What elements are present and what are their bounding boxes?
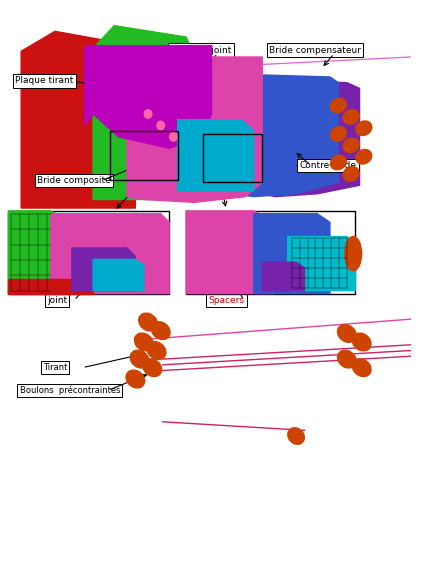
Ellipse shape bbox=[330, 127, 346, 141]
Ellipse shape bbox=[352, 333, 371, 351]
Ellipse shape bbox=[288, 428, 305, 444]
Ellipse shape bbox=[330, 98, 346, 113]
Ellipse shape bbox=[151, 321, 170, 340]
Text: Bride composite: Bride composite bbox=[37, 176, 111, 185]
Polygon shape bbox=[93, 26, 199, 200]
Ellipse shape bbox=[338, 350, 356, 368]
Ellipse shape bbox=[352, 359, 371, 377]
Polygon shape bbox=[51, 214, 169, 294]
Ellipse shape bbox=[135, 333, 153, 351]
Ellipse shape bbox=[356, 121, 372, 136]
Text: Vanne + joint: Vanne + joint bbox=[170, 46, 232, 55]
Polygon shape bbox=[72, 248, 135, 291]
Ellipse shape bbox=[345, 237, 362, 271]
Polygon shape bbox=[233, 74, 338, 197]
Ellipse shape bbox=[144, 109, 152, 118]
FancyBboxPatch shape bbox=[8, 211, 169, 294]
Text: Tirant: Tirant bbox=[43, 363, 67, 372]
Ellipse shape bbox=[338, 324, 356, 343]
Polygon shape bbox=[8, 279, 93, 294]
Ellipse shape bbox=[126, 370, 145, 388]
Ellipse shape bbox=[157, 121, 165, 129]
Ellipse shape bbox=[170, 133, 177, 141]
Polygon shape bbox=[21, 31, 135, 208]
Ellipse shape bbox=[139, 313, 157, 331]
Text: Boulons  précontraintes: Boulons précontraintes bbox=[19, 386, 120, 395]
Polygon shape bbox=[262, 80, 360, 197]
Ellipse shape bbox=[343, 109, 359, 124]
Text: Plaque tirant: Plaque tirant bbox=[15, 76, 74, 86]
Polygon shape bbox=[254, 214, 330, 294]
Ellipse shape bbox=[343, 138, 359, 153]
Polygon shape bbox=[178, 120, 254, 191]
Ellipse shape bbox=[330, 155, 346, 170]
Ellipse shape bbox=[343, 166, 359, 181]
Ellipse shape bbox=[356, 149, 372, 164]
Polygon shape bbox=[288, 237, 355, 291]
Polygon shape bbox=[127, 57, 262, 202]
Polygon shape bbox=[85, 46, 212, 148]
Ellipse shape bbox=[143, 359, 162, 377]
Polygon shape bbox=[186, 211, 275, 294]
FancyBboxPatch shape bbox=[186, 211, 355, 294]
Text: Contre-bride: Contre-bride bbox=[299, 161, 356, 170]
Polygon shape bbox=[262, 262, 305, 291]
Text: Spacers: Spacers bbox=[208, 296, 244, 305]
Ellipse shape bbox=[130, 350, 149, 368]
Text: Bride compensateur: Bride compensateur bbox=[269, 46, 361, 55]
Ellipse shape bbox=[147, 341, 166, 360]
Text: joint: joint bbox=[47, 296, 67, 305]
Polygon shape bbox=[93, 259, 144, 291]
Polygon shape bbox=[8, 211, 72, 294]
